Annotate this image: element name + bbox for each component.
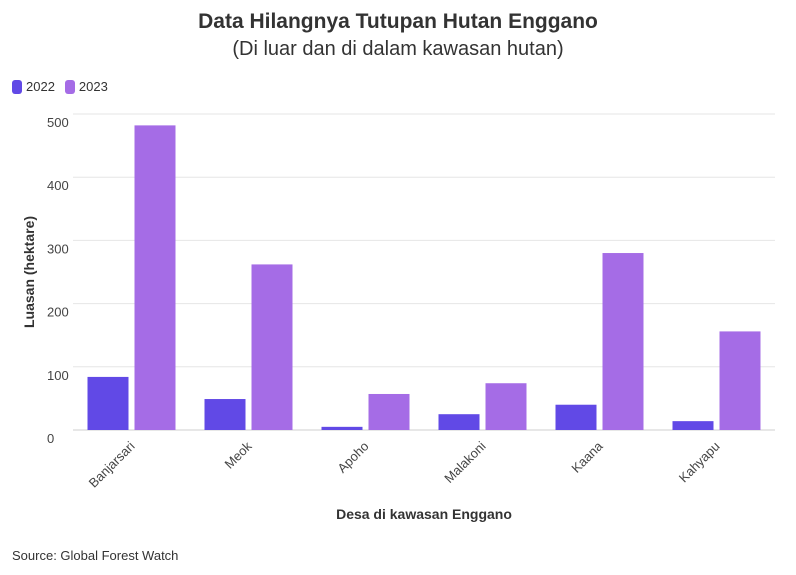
legend-item-2022[interactable]: 2022	[12, 79, 55, 94]
bar-2023-malakoni[interactable]	[485, 383, 527, 430]
chart-subtitle: (Di luar dan di dalam kawasan hutan)	[232, 38, 564, 60]
bar-chart: 0 100 200 300 400 500 Banjarsari Meok Apoho Mala…	[21, 113, 775, 522]
bar-2022-meok[interactable]	[204, 399, 246, 430]
legend-swatch-2023	[64, 79, 75, 94]
bar-2023-apoho[interactable]	[368, 393, 410, 430]
y-tick-label: 100	[47, 368, 69, 383]
bar-2023-meok[interactable]	[251, 264, 293, 430]
x-tick-label: Kaana	[568, 438, 606, 476]
legend-item-2023[interactable]: 2023	[64, 79, 108, 94]
bar-2023-kaana[interactable]	[602, 253, 644, 430]
chart-title: Data Hilangnya Tutupan Hutan Enggano	[198, 10, 598, 33]
gridlines	[73, 113, 775, 431]
bar-2023-banjarsari[interactable]	[134, 125, 176, 430]
y-tick-label: 500	[47, 115, 69, 130]
x-tick-label: Kahyapu	[676, 439, 723, 486]
y-axis-ticks: 0 100 200 300 400 500	[47, 115, 69, 446]
legend: 2022 2023	[12, 79, 108, 94]
x-axis-ticks: Banjarsari Meok Apoho Malakoni Kaana Kahyapu	[86, 438, 723, 491]
x-tick-label: Malakoni	[441, 438, 488, 485]
x-tick-label: Meok	[222, 438, 255, 471]
legend-label-2022: 2022	[26, 79, 55, 94]
legend-label-2023: 2023	[78, 79, 108, 94]
bar-2022-malakoni[interactable]	[438, 414, 480, 430]
y-tick-label: 300	[47, 241, 69, 256]
legend-swatch-2022	[12, 79, 22, 94]
bar-2022-kahyapu[interactable]	[672, 421, 714, 430]
bar-2023-kahyapu[interactable]	[719, 331, 761, 430]
x-tick-label: Apoho	[334, 439, 371, 476]
bars	[87, 125, 761, 430]
x-tick-label: Banjarsari	[86, 438, 138, 490]
y-tick-label: 0	[47, 431, 54, 446]
bar-2022-apoho[interactable]	[321, 426, 363, 430]
y-axis-label: Luasan (hektare)	[21, 216, 37, 328]
y-tick-label: 400	[47, 178, 69, 193]
x-axis-label: Desa di kawasan Enggano	[336, 506, 512, 522]
bar-2022-kaana[interactable]	[555, 404, 597, 430]
bar-2022-banjarsari[interactable]	[87, 376, 129, 430]
y-tick-label: 200	[47, 305, 69, 320]
source-note: Source: Global Forest Watch	[12, 548, 179, 563]
